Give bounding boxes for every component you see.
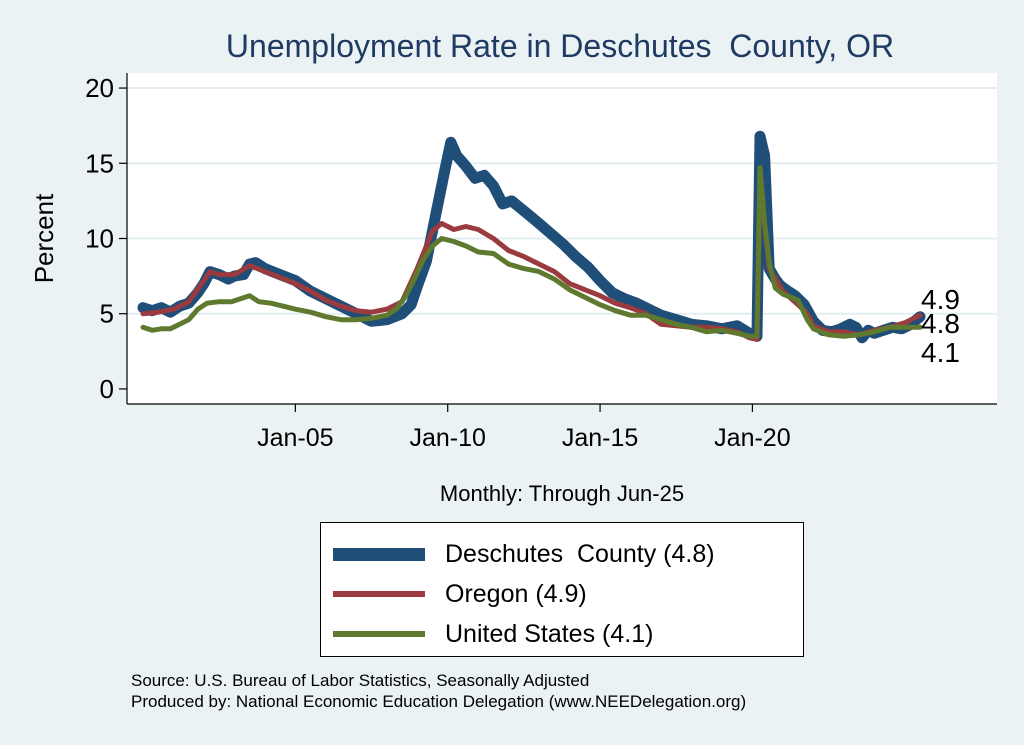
x-tick-label: Jan-10: [409, 424, 485, 452]
source-line: Source: U.S. Bureau of Labor Statistics,…: [131, 671, 590, 690]
x-tick-label: Jan-05: [257, 424, 333, 452]
y-tick-label: 10: [85, 224, 114, 254]
y-tick-label: 15: [85, 148, 114, 178]
legend: Deschutes County (4.8) Oregon (4.9) Unit…: [320, 522, 804, 657]
legend-swatch-united-states: [333, 631, 425, 637]
end-value-label: 4.1: [921, 337, 960, 368]
x-tick-label: Jan-15: [562, 424, 638, 452]
y-tick-label: 5: [100, 299, 114, 329]
produced-by-line: Produced by: National Economic Education…: [131, 692, 747, 711]
legend-item-deschutes: Deschutes County (4.8): [333, 536, 715, 572]
legend-label-oregon: Oregon (4.9): [445, 579, 587, 608]
y-axis-title: Percent: [29, 193, 59, 283]
chart-canvas: 0 5 10 15 20 Jan-05 Jan-10 Jan-15 Jan-20 Percent 4…: [29, 73, 997, 452]
series-line-united-states: [140, 165, 923, 339]
legend-swatch-oregon: [333, 591, 425, 597]
legend-item-united-states: United States (4.1): [333, 616, 653, 652]
end-value-label: 4.8: [921, 308, 960, 339]
legend-item-oregon: Oregon (4.9): [333, 576, 587, 612]
legend-label-deschutes: Deschutes County (4.8): [445, 539, 715, 568]
chart-title: Unemployment Rate in Deschutes County, O…: [225, 28, 895, 64]
y-tick-label: 20: [85, 73, 114, 103]
x-tick-label: Jan-20: [714, 424, 790, 452]
x-axis-subtitle: Monthly: Through Jun-25: [439, 481, 685, 506]
y-tick-label: 0: [100, 374, 114, 404]
source-note: Source: U.S. Bureau of Labor Statistics,…: [131, 670, 746, 712]
legend-swatch-deschutes: [333, 547, 425, 561]
legend-label-united-states: United States (4.1): [445, 619, 654, 648]
end-value-label: 4.9: [921, 284, 960, 315]
